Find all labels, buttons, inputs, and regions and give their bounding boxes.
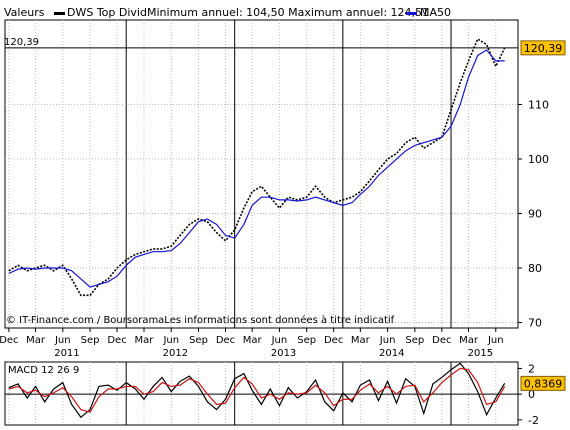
x-tick-label: Jun [162, 335, 179, 346]
x-tick-label: Dec [432, 335, 451, 346]
macd-y-tick-label: 2 [528, 362, 535, 375]
macd-y-tick-label: -2 [528, 414, 539, 427]
ma50-legend-swatch [406, 12, 417, 15]
macd-title: MACD 12 26 9 [8, 365, 79, 376]
y-tick-label: 100 [528, 153, 549, 166]
x-tick-label: Sep [297, 335, 316, 346]
x-tick-label: Sep [81, 335, 100, 346]
x-tick-label: Jun [271, 335, 288, 346]
y-tick-label: 80 [528, 262, 542, 275]
price-plot-area [4, 19, 519, 329]
y-tick-label: 110 [528, 98, 549, 111]
macd-plot-area [4, 361, 519, 426]
x-tick-label: Sep [405, 335, 424, 346]
x-tick-label: Dec [107, 335, 126, 346]
x-tick-label: Mar [26, 335, 46, 346]
year-label: 2012 [163, 348, 188, 359]
x-tick-label: Jun [487, 335, 504, 346]
x-tick-label: Jun [379, 335, 396, 346]
macd-signal-line [8, 367, 506, 413]
macd-last-value-text: 0,8369 [524, 377, 563, 390]
x-tick-label: Mar [243, 335, 263, 346]
credit-note: © IT-Finance.com / BoursoramaLes informa… [6, 314, 395, 326]
year-label: 2011 [54, 348, 79, 359]
header-series-name: DWS Top Divid [67, 6, 147, 19]
header-valeurs: Valeurs [4, 6, 45, 19]
last-value-badge-text: 120,39 [524, 42, 563, 55]
macd-y-tick-label: 0 [528, 388, 535, 401]
x-tick-label: Dec [216, 335, 235, 346]
macd-last-value-badge [520, 375, 566, 391]
macd-line [8, 362, 506, 419]
x-tick-label: Dec [324, 335, 343, 346]
year-label: 2013 [271, 348, 296, 359]
year-label: 2014 [379, 348, 404, 359]
last-value-badge [520, 40, 566, 56]
y-tick-label: 70 [528, 317, 542, 330]
x-tick-label: Dec [0, 335, 19, 346]
x-tick-label: Mar [459, 335, 479, 346]
y-tick-label: 90 [528, 208, 542, 221]
price-series-line [8, 37, 506, 297]
price-legend-swatch [54, 12, 65, 15]
x-tick-label: Mar [351, 335, 371, 346]
ma50-series-line [8, 49, 505, 288]
header-min-max: Minimum annuel: 104,50 Maximum annuel: 1… [147, 6, 430, 19]
x-tick-label: Jun [54, 335, 71, 346]
x-tick-label: Sep [189, 335, 208, 346]
year-label: 2015 [468, 348, 493, 359]
x-tick-label: Mar [135, 335, 155, 346]
header-ma50: MA50 [420, 6, 452, 19]
last-value-left-label: 120,39 [4, 37, 39, 48]
